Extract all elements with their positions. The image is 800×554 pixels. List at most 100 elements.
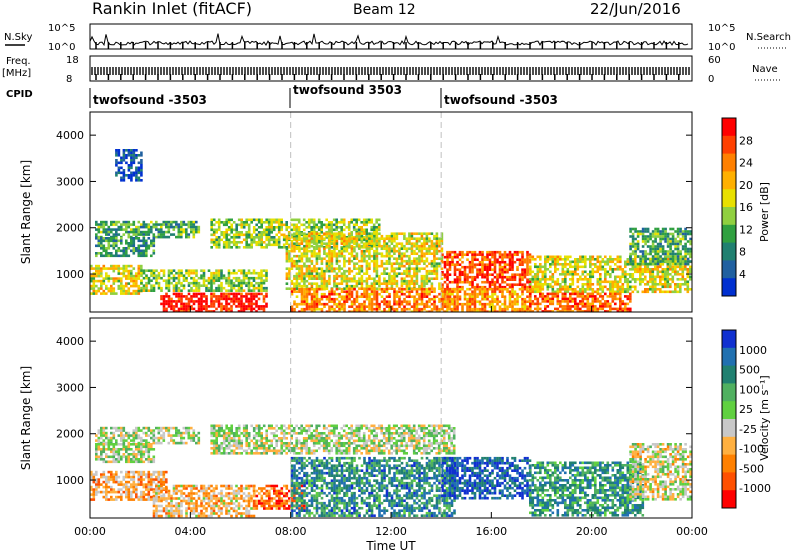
range-cell bbox=[619, 265, 622, 269]
range-cell bbox=[172, 286, 176, 290]
range-cell bbox=[110, 289, 113, 293]
range-cell bbox=[405, 287, 409, 290]
range-cell bbox=[205, 310, 208, 312]
range-cell bbox=[202, 284, 206, 287]
range-cell bbox=[252, 226, 256, 229]
range-cell bbox=[651, 247, 655, 251]
range-cell bbox=[343, 290, 346, 293]
range-cell bbox=[423, 262, 426, 265]
range-cell bbox=[100, 237, 103, 240]
range-cell bbox=[571, 288, 575, 291]
range-cell bbox=[222, 243, 226, 247]
range-cell bbox=[529, 288, 532, 291]
range-cell bbox=[596, 307, 600, 311]
range-cell bbox=[463, 302, 467, 306]
range-cell bbox=[556, 268, 560, 271]
range-cell bbox=[185, 279, 188, 282]
range-cell bbox=[654, 232, 657, 236]
range-cell bbox=[142, 237, 146, 240]
range-cell bbox=[398, 247, 401, 250]
range-cell bbox=[511, 302, 514, 306]
range-cell bbox=[230, 305, 233, 308]
range-cell bbox=[641, 252, 645, 256]
range-cell bbox=[137, 220, 141, 224]
range-cell bbox=[451, 255, 454, 259]
range-cell bbox=[358, 282, 361, 285]
range-cell bbox=[350, 252, 354, 255]
range-cell bbox=[410, 234, 414, 238]
range-cell bbox=[150, 286, 153, 290]
range-cell bbox=[483, 307, 487, 311]
range-cell bbox=[461, 273, 464, 276]
range-cell bbox=[581, 265, 585, 269]
range-cell bbox=[348, 269, 351, 273]
range-cell bbox=[661, 275, 665, 279]
range-cell bbox=[493, 292, 497, 296]
range-cell bbox=[488, 265, 492, 269]
range-cell bbox=[415, 305, 419, 308]
range-cell bbox=[282, 243, 286, 247]
range-cell bbox=[521, 283, 524, 286]
range-cell bbox=[350, 247, 354, 250]
range-cell bbox=[350, 237, 354, 240]
range-cell bbox=[147, 228, 151, 231]
range-cell bbox=[145, 242, 148, 245]
range-cell bbox=[488, 285, 492, 289]
range-cell bbox=[127, 247, 131, 250]
range-cell bbox=[328, 282, 331, 285]
range-cell bbox=[105, 267, 108, 270]
range-cell bbox=[388, 252, 391, 255]
range-cell bbox=[350, 277, 354, 280]
range-cell bbox=[338, 237, 341, 240]
range-cell bbox=[400, 284, 404, 288]
range-cell bbox=[433, 295, 436, 298]
range-cell bbox=[277, 238, 281, 242]
range-cell bbox=[539, 292, 542, 296]
range-cell bbox=[288, 232, 291, 235]
range-cell bbox=[584, 290, 587, 294]
range-cell bbox=[313, 302, 316, 306]
range-cell bbox=[574, 270, 577, 274]
range-cell bbox=[453, 253, 457, 256]
range-cell bbox=[466, 297, 469, 301]
range-cell bbox=[102, 239, 106, 243]
range-cell bbox=[260, 269, 263, 272]
range-cell bbox=[125, 264, 128, 268]
range-cell bbox=[355, 242, 359, 245]
range-cell bbox=[187, 310, 191, 312]
range-cell bbox=[100, 242, 103, 245]
range-cell bbox=[395, 292, 399, 296]
range-cell bbox=[423, 254, 426, 258]
range-cell bbox=[586, 307, 590, 311]
range-cell bbox=[539, 295, 542, 298]
range-cell bbox=[398, 267, 401, 270]
range-cell bbox=[576, 273, 580, 276]
range-cell bbox=[162, 305, 166, 308]
range-cell bbox=[323, 302, 326, 306]
range-cell bbox=[390, 254, 394, 258]
range-cell bbox=[348, 234, 351, 238]
range-cell bbox=[275, 221, 278, 224]
range-cell bbox=[200, 274, 203, 277]
range-cell bbox=[378, 277, 381, 280]
range-cell bbox=[365, 221, 368, 224]
range-cell bbox=[310, 226, 313, 229]
range-cell bbox=[252, 279, 256, 282]
range-cell bbox=[320, 228, 323, 232]
range-cell bbox=[483, 280, 487, 284]
range-cell bbox=[611, 285, 615, 289]
range-cell bbox=[508, 285, 512, 289]
range-cell bbox=[325, 264, 329, 268]
range-cell bbox=[363, 242, 366, 245]
range-cell bbox=[621, 285, 625, 289]
range-cell bbox=[105, 249, 108, 253]
range-cell bbox=[390, 284, 394, 288]
range-cell bbox=[195, 310, 198, 312]
range-cell bbox=[288, 244, 291, 248]
range-cell bbox=[641, 255, 645, 258]
range-cell bbox=[220, 274, 223, 277]
range-cell bbox=[182, 307, 186, 311]
range-cell bbox=[97, 239, 101, 243]
range-cell bbox=[230, 310, 233, 312]
range-cell bbox=[564, 283, 567, 286]
